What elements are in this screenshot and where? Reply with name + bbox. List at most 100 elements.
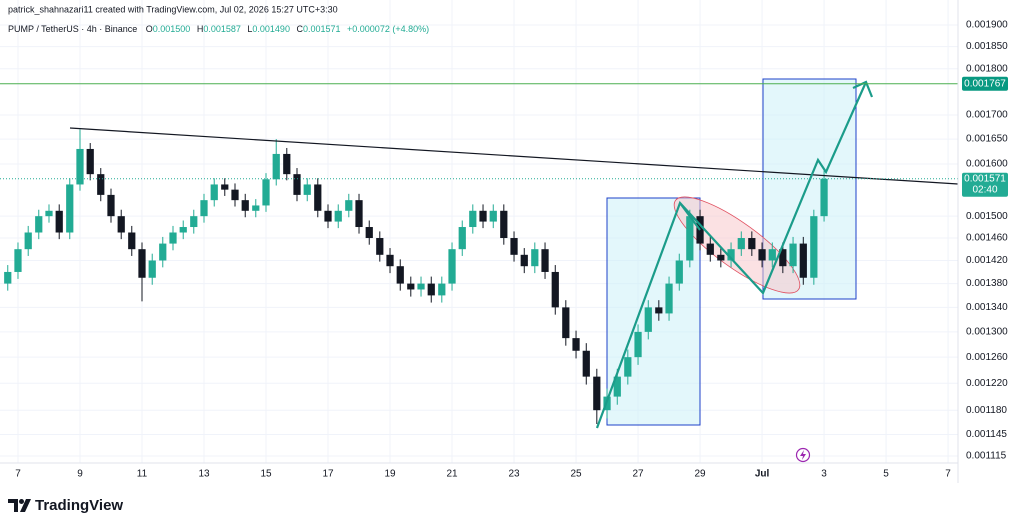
- y-tick-label: 0.001180: [966, 405, 1007, 416]
- candle-body: [14, 249, 22, 272]
- candle-body: [706, 243, 714, 255]
- candle-body: [572, 338, 580, 351]
- y-tick-label: 0.001900: [966, 20, 1008, 31]
- credit: patrick_shahnazari11 created with Tradin…: [8, 4, 338, 14]
- y-tick-label: 0.001300: [966, 327, 1008, 338]
- candle-body: [117, 216, 125, 233]
- event-icon-glyph: [800, 450, 806, 460]
- candle-body: [365, 227, 373, 239]
- candle-body: [469, 210, 477, 228]
- candle-body: [262, 179, 270, 206]
- path-drawing: [595, 80, 874, 429]
- candle-body: [24, 232, 32, 250]
- y-tick-label: 0.001145: [966, 429, 1007, 440]
- candle-body: [138, 249, 146, 278]
- y-tick-label: 0.001600: [966, 159, 1008, 170]
- candle-body: [221, 184, 229, 190]
- x-tick-label: 27: [632, 469, 644, 480]
- candle-body: [200, 200, 208, 217]
- candle-body: [768, 249, 776, 261]
- candle-body: [314, 184, 322, 211]
- candle-body: [479, 210, 487, 222]
- x-tick-label: 25: [570, 469, 582, 480]
- candle-body: [634, 331, 642, 358]
- candle-body: [293, 174, 301, 195]
- candle-body: [303, 184, 311, 195]
- y-tick-label: 0.001500: [966, 211, 1008, 222]
- x-tick-label: 9: [77, 469, 83, 480]
- x-tick-label: 7: [945, 469, 951, 480]
- x-tick-label: 19: [384, 469, 396, 480]
- candle-body: [510, 238, 518, 255]
- axes: 0.001900 0.001850 0.001800 0.001700 0.001650…: [15, 20, 1008, 480]
- candle-body: [758, 249, 766, 261]
- x-tick-label: 17: [322, 469, 334, 480]
- candle-body: [159, 243, 167, 261]
- candle-body: [799, 243, 807, 278]
- brand: TradingView: [35, 497, 123, 514]
- legend-key: O: [146, 24, 153, 34]
- legend-key: H: [197, 24, 204, 34]
- legend-value: 0.001500: [153, 24, 191, 34]
- candle-body: [252, 205, 260, 211]
- candle-body: [727, 249, 735, 261]
- target-badge: [962, 76, 1008, 91]
- candle-body: [582, 350, 590, 377]
- candle-body: [355, 200, 363, 228]
- candle-body: [55, 210, 63, 233]
- candle-body: [169, 232, 177, 244]
- x-tick-label: 15: [260, 469, 272, 480]
- candle-body: [97, 174, 105, 195]
- candle-body: [190, 216, 198, 228]
- candle-body: [438, 283, 446, 296]
- candle-body: [748, 238, 756, 250]
- candle-body: [107, 194, 115, 217]
- x-tick-label: 11: [137, 469, 148, 480]
- x-tick-label: 23: [508, 469, 520, 480]
- candle-body: [820, 178, 828, 217]
- legend-key: C: [296, 24, 303, 34]
- y-tick-label: 0.001460: [966, 233, 1008, 244]
- x-tick-label: 21: [446, 469, 458, 480]
- candle-body: [45, 210, 53, 217]
- candle-body: [324, 210, 332, 222]
- ellipse-drawing: [673, 196, 801, 294]
- candle-body: [76, 148, 84, 185]
- candle-body: [500, 210, 508, 239]
- price-badge: [962, 172, 1008, 197]
- x-tick-label: 7: [15, 469, 21, 480]
- candle-body: [613, 376, 621, 397]
- y-tick-label: 0.001340: [966, 302, 1008, 313]
- candle-body: [458, 227, 466, 250]
- candle-body: [789, 243, 797, 267]
- y-tick-label: 0.001650: [966, 134, 1008, 145]
- candle-body: [737, 238, 745, 250]
- legend-line: PUMP / TetherUS · 4h · Binance O0.001500…: [8, 24, 429, 34]
- candle-body: [665, 283, 673, 314]
- candle-body: [86, 148, 94, 175]
- candle-body: [531, 249, 539, 267]
- candle-body: [66, 184, 74, 233]
- candle-body: [551, 271, 559, 308]
- candle-body: [717, 254, 725, 261]
- candle-body: [675, 260, 683, 284]
- candle-body: [489, 210, 497, 222]
- y-tick-label: 0.001850: [966, 41, 1008, 52]
- y-tick-label: 0.001260: [966, 352, 1008, 363]
- candle-body: [345, 200, 353, 211]
- candles: [4, 129, 828, 425]
- candle-body: [624, 357, 632, 377]
- price-label: 0.001571: [964, 173, 1006, 184]
- candle-body: [210, 184, 218, 201]
- x-tick-label: 3: [821, 469, 827, 480]
- candle-body: [396, 266, 404, 284]
- candle-body: [128, 232, 136, 250]
- box-drawing: [606, 197, 701, 426]
- price-badges: 0.001767 0.001571 02:40: [962, 76, 1008, 197]
- candle-body: [541, 249, 549, 272]
- x-tick-label: Jul: [755, 469, 770, 480]
- legend-value: 0.001490: [252, 24, 290, 34]
- x-tick-label: 13: [198, 469, 210, 480]
- candle-body: [655, 307, 663, 314]
- candle-body: [148, 260, 156, 278]
